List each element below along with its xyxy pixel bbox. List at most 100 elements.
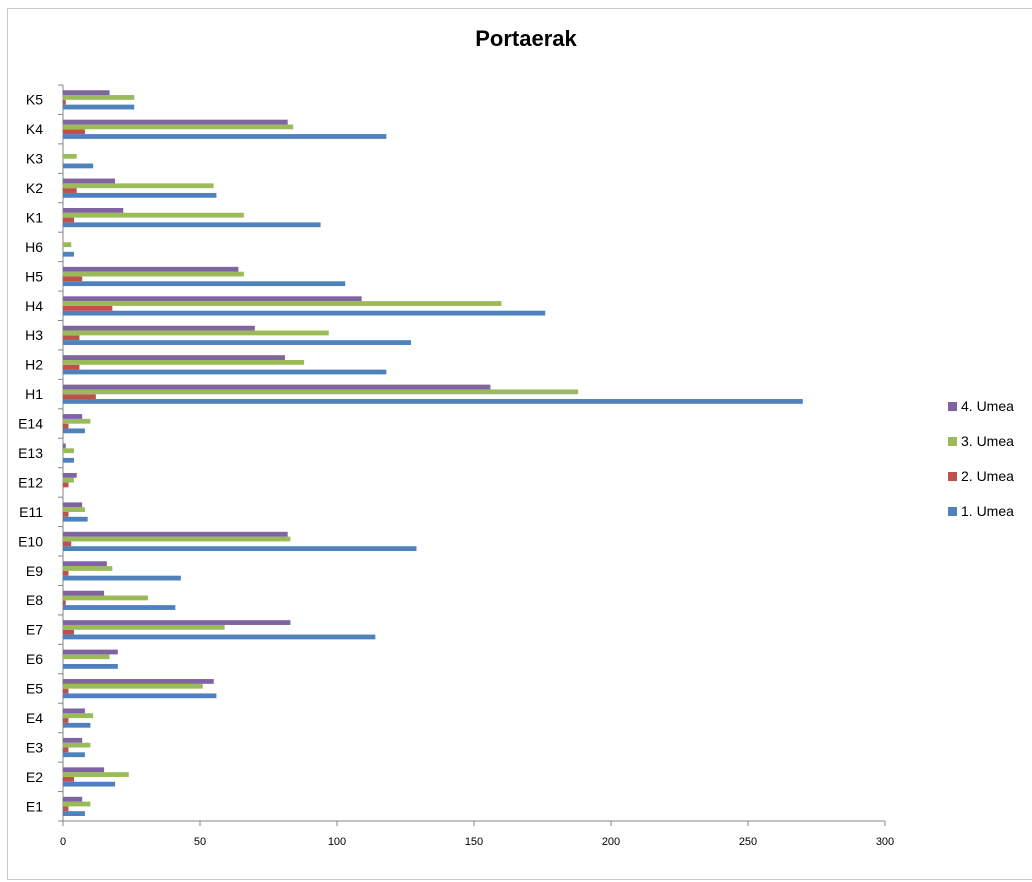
legend-label: 2. Umea	[961, 468, 1014, 484]
y-tick-label: E14	[18, 416, 43, 432]
bar-2-umea-h5	[63, 276, 83, 282]
bar-3-umea-e14	[63, 418, 91, 424]
y-tick-label: H5	[25, 268, 43, 284]
y-tick-label: E4	[26, 710, 43, 726]
bar-1-umea-e13	[63, 457, 74, 463]
bar-3-umea-k1	[63, 212, 244, 218]
legend-swatch	[948, 437, 957, 446]
bar-4-umea-h1	[63, 384, 491, 390]
bar-4-umea-e5	[63, 679, 214, 684]
bar-2-umea-e7	[63, 629, 74, 635]
bar-1-umea-e6	[63, 663, 118, 669]
bar-1-umea-h3	[63, 340, 411, 345]
bar-1-umea-h1	[63, 399, 803, 404]
legend-swatch	[948, 472, 957, 481]
bar-3-umea-e6	[63, 654, 110, 660]
y-tick-label: H6	[25, 239, 43, 255]
bar-3-umea-h5	[63, 271, 244, 277]
chart-area: Portaerak E1 E2 E3 E4 E5 E6 E7 E8 E9 E10 E11 E12 E13…	[7, 8, 1032, 880]
bar-4-umea-k2	[63, 178, 116, 184]
bar-4-umea-e3	[63, 737, 83, 743]
chart-title: Portaerak	[475, 26, 577, 51]
bar-3-umea-k3	[63, 153, 77, 159]
y-tick-label: E10	[18, 533, 43, 549]
x-tick-label: 250	[739, 836, 757, 848]
bar-2-umea-e10	[63, 541, 72, 547]
bar-2-umea-k1	[63, 217, 74, 223]
bar-4-umea-e12	[63, 472, 77, 478]
bar-2-umea-h1	[63, 394, 96, 400]
y-tick-label: E9	[26, 563, 43, 579]
bar-4-umea-e7	[63, 620, 291, 625]
bar-3-umea-e2	[63, 772, 129, 777]
bar-1-umea-e2	[63, 781, 116, 787]
bar-3-umea-e3	[63, 742, 91, 748]
bar-1-umea-e5	[63, 693, 217, 699]
bar-4-umea-k5	[63, 90, 110, 96]
bar-1-umea-e8	[63, 605, 176, 610]
x-tick-label: 150	[465, 836, 483, 848]
bar-3-umea-h1	[63, 389, 579, 395]
bar-3-umea-e12	[63, 477, 74, 483]
bar-4-umea-e13	[63, 443, 66, 449]
bar-2-umea-e14	[63, 423, 69, 429]
bar-4-umea-h5	[63, 266, 239, 272]
bar-4-umea-h4	[63, 296, 362, 302]
bar-1-umea-k4	[63, 134, 387, 139]
bar-3-umea-e4	[63, 713, 94, 719]
bar-3-umea-e1	[63, 801, 91, 807]
bar-1-umea-e14	[63, 428, 85, 434]
y-tick-label: H1	[25, 386, 43, 402]
y-tick-label: E12	[18, 474, 43, 490]
x-tick-label: 200	[602, 836, 620, 848]
bar-4-umea-e8	[63, 590, 105, 596]
bar-1-umea-e10	[63, 546, 417, 552]
bar-4-umea-h2	[63, 355, 285, 360]
bar-3-umea-e13	[63, 448, 74, 454]
bar-3-umea-k4	[63, 124, 294, 130]
bar-2-umea-e1	[63, 806, 69, 812]
bar-1-umea-k1	[63, 222, 321, 228]
y-tick-label: K1	[26, 209, 43, 225]
bar-2-umea-k4	[63, 129, 85, 135]
y-tick-label: E13	[18, 445, 43, 461]
bar-4-umea-e1	[63, 796, 83, 802]
y-tick-label: H2	[25, 357, 43, 373]
bar-4-umea-e10	[63, 531, 288, 537]
bar-4-umea-e11	[63, 502, 83, 508]
bar-2-umea-e9	[63, 570, 69, 576]
y-tick-label: E1	[26, 798, 43, 814]
x-tick-label: 100	[328, 836, 346, 848]
y-tick-label: E8	[26, 592, 43, 608]
y-tick-label: K2	[26, 180, 43, 196]
bar-2-umea-k2	[63, 188, 77, 193]
bar-3-umea-h6	[63, 242, 72, 248]
bar-2-umea-e3	[63, 747, 69, 753]
bar-1-umea-h2	[63, 369, 387, 375]
bar-4-umea-k4	[63, 119, 288, 125]
bar-2-umea-e4	[63, 718, 69, 723]
bar-3-umea-e10	[63, 536, 291, 542]
bar-4-umea-e4	[63, 708, 85, 714]
bar-1-umea-e3	[63, 752, 85, 758]
bar-2-umea-e5	[63, 688, 69, 694]
plot-area: E1 E2 E3 E4 E5 E6 E7 E8 E9 E10 E11 E12 E13 E14 H1 H2 H3 H…	[18, 84, 894, 848]
bar-1-umea-e11	[63, 516, 88, 522]
bar-2-umea-e2	[63, 776, 74, 782]
y-tick-label: E6	[26, 651, 43, 667]
bar-4-umea-e6	[63, 649, 118, 655]
x-tick-label: 50	[194, 836, 206, 848]
bar-1-umea-h5	[63, 281, 346, 287]
bar-1-umea-e1	[63, 811, 85, 816]
legend-swatch	[948, 402, 957, 411]
bar-2-umea-h4	[63, 305, 113, 311]
bar-3-umea-e5	[63, 683, 203, 689]
bar-1-umea-e9	[63, 575, 181, 581]
x-tick-label: 0	[60, 836, 66, 848]
bar-3-umea-e8	[63, 595, 148, 601]
y-tick-label: H3	[25, 327, 43, 343]
y-tick-label: E7	[26, 622, 43, 638]
bar-4-umea-e2	[63, 767, 105, 773]
bar-2-umea-e12	[63, 482, 69, 488]
legend: 4. Umea 3. Umea 2. Umea 1. Umea	[948, 398, 1014, 519]
